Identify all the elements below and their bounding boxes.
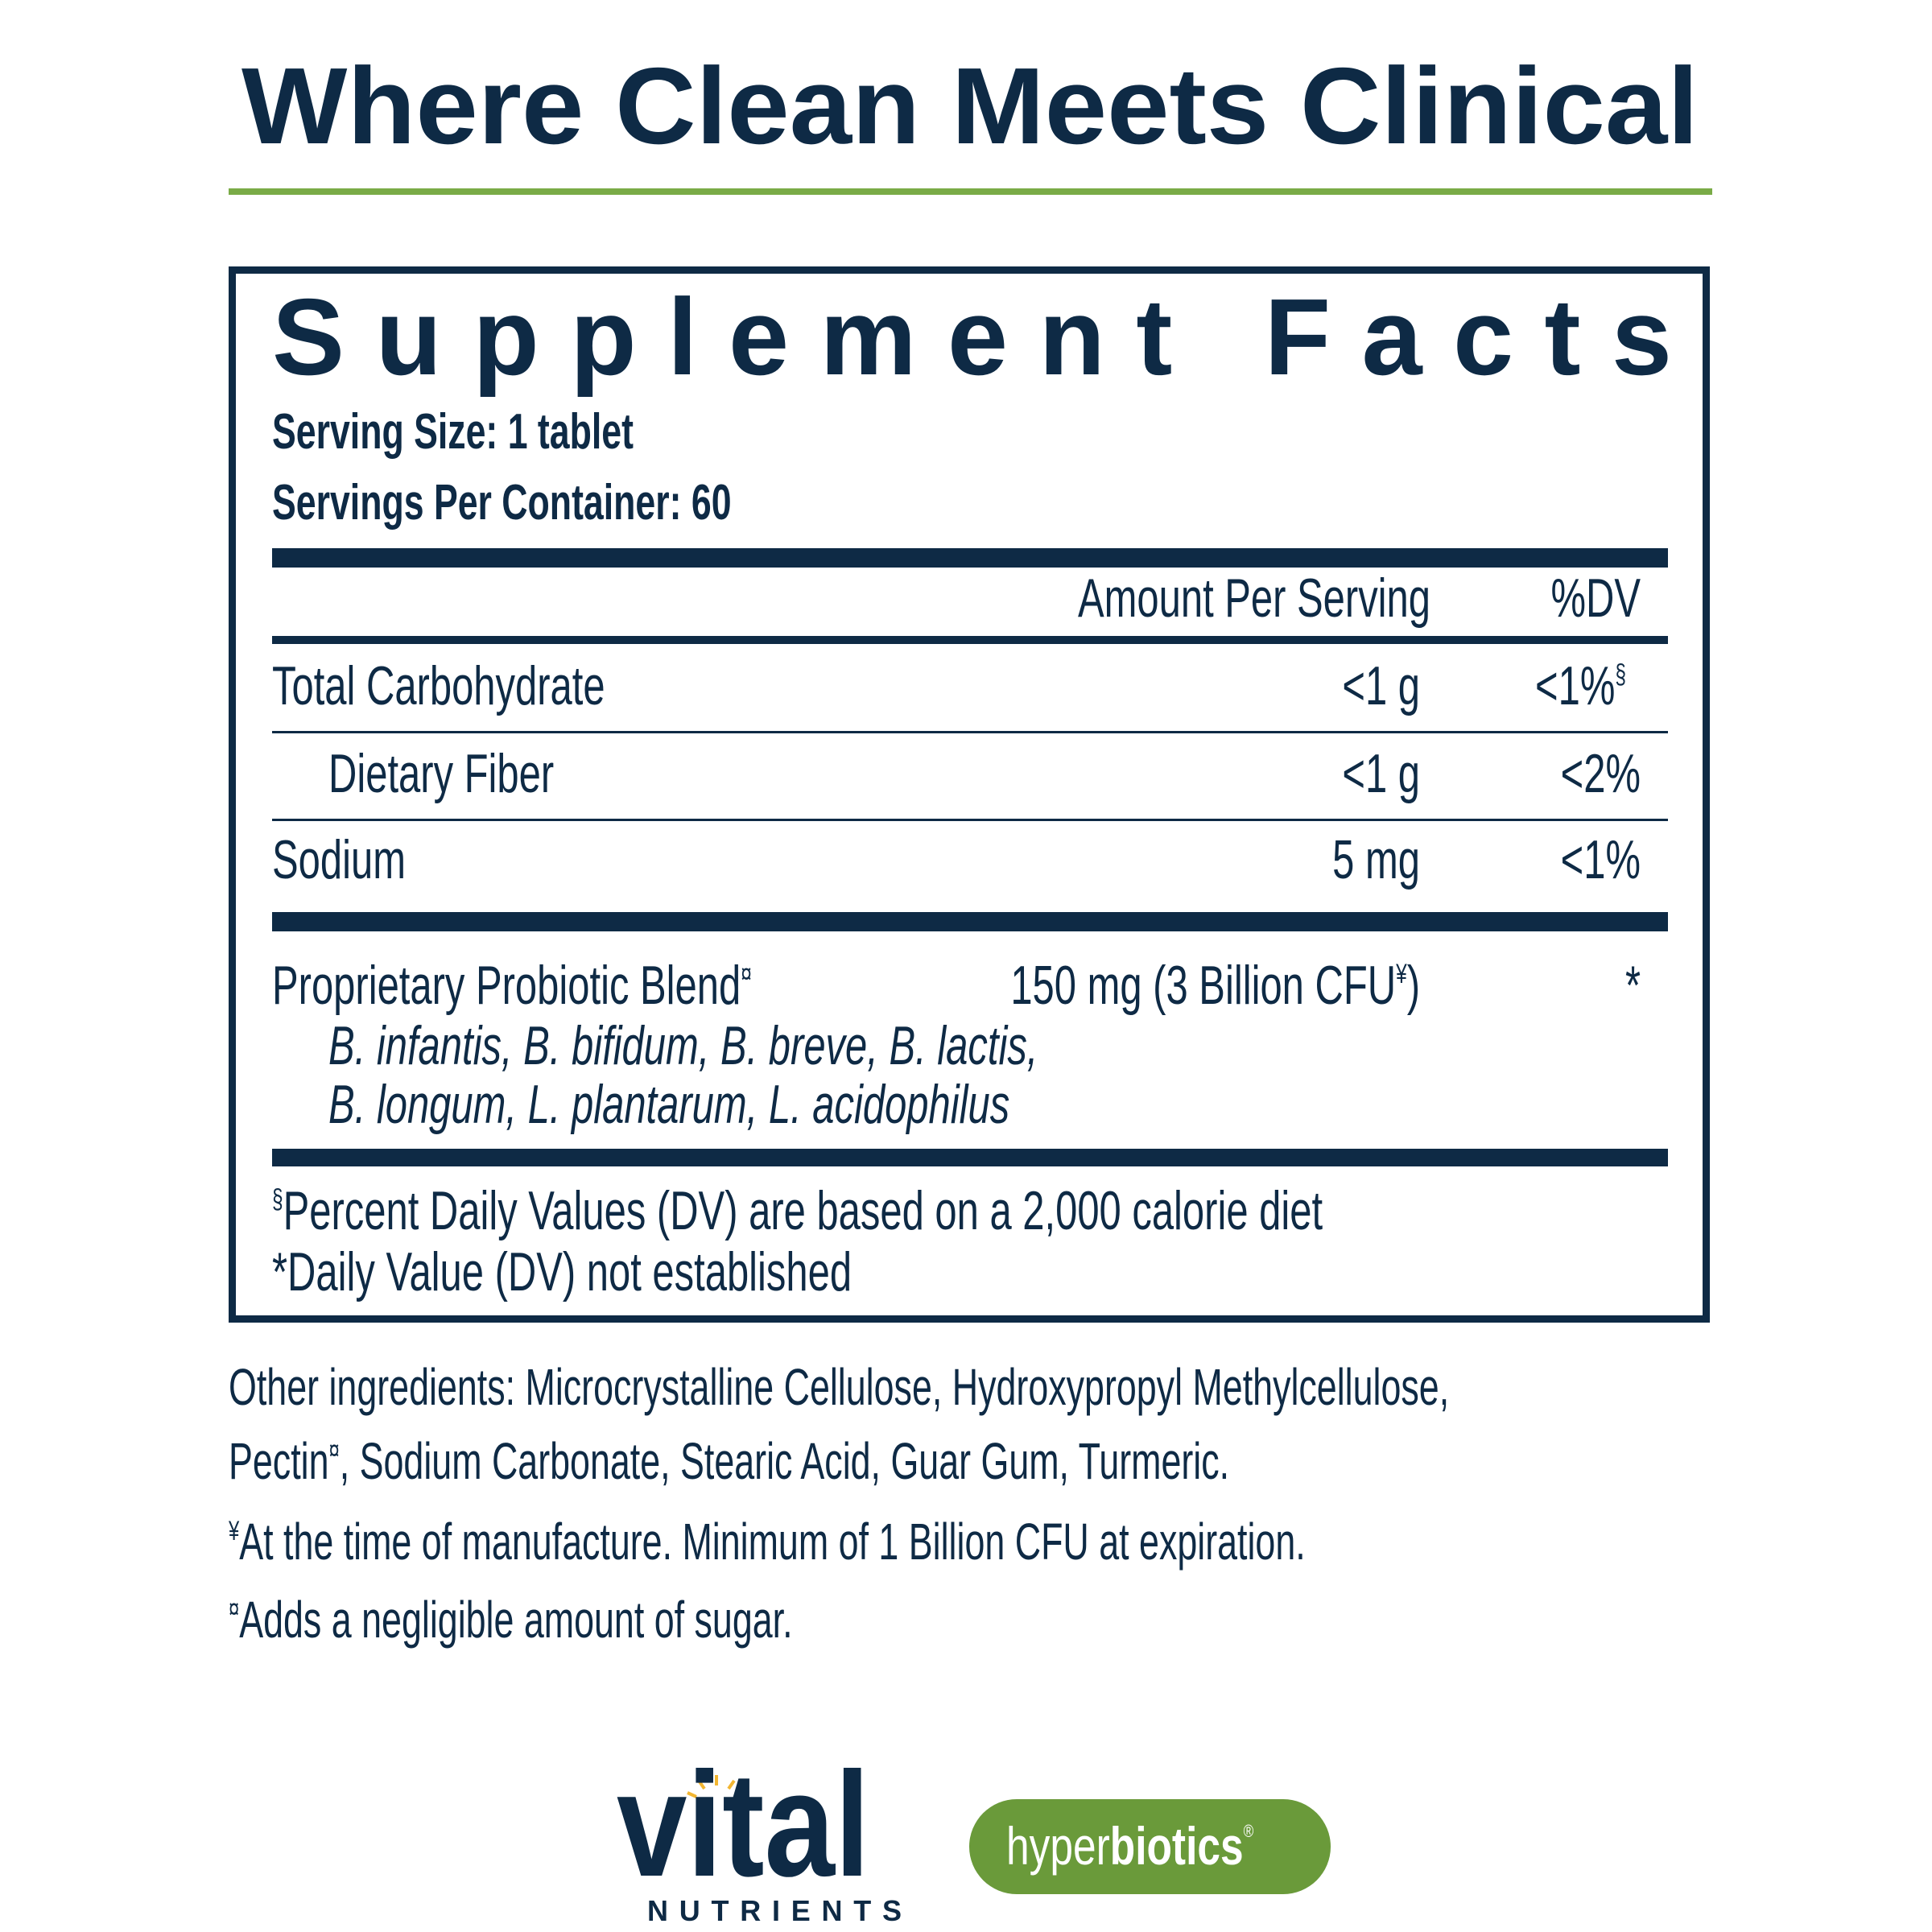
blend-amount-mark: ¥: [1395, 959, 1407, 989]
ingredient: Pectin: [229, 1432, 329, 1490]
thick-rule: [272, 1149, 1668, 1166]
nutrient-amount: <1 g: [1342, 742, 1420, 804]
ingredient-mark: ¤: [329, 1435, 340, 1466]
column-header: %DV: [1550, 567, 1641, 629]
facts-box: [229, 266, 1710, 1323]
servings-per-container: Servings Per Container: 60: [272, 475, 732, 530]
nutrient-dv: <1%§: [1535, 654, 1626, 716]
blend-amount: 150 mg (3 Billion CFU¥): [1010, 954, 1420, 1016]
title-rule: [229, 188, 1712, 195]
other-ingredients: Other ingredients: Microcrystalline Cell…: [229, 1358, 1449, 1416]
nutrient-name: Total Carbohydrate: [272, 654, 605, 716]
note: ¤Adds a negligible amount of sugar.: [229, 1591, 793, 1649]
logo-pill: [969, 1799, 1331, 1894]
nutrient-dv: <2%: [1561, 742, 1641, 804]
thick-rule: [272, 548, 1668, 568]
footnote-mark: §: [272, 1184, 283, 1215]
blend-amount-text: 150 mg (3 Billion CFU: [1010, 954, 1396, 1016]
blend-name-mark: ¤: [741, 959, 752, 989]
note: ¥At the time of manufacture. Minimum of …: [228, 1513, 1306, 1571]
blend-dv: *: [1625, 954, 1641, 1016]
nutrient-dv: <1%: [1561, 828, 1641, 890]
vital-wordmark: vital: [617, 1742, 870, 1908]
blend-amount-end: ): [1407, 954, 1420, 1016]
vital-logo: vital NUTRIENTS: [617, 1742, 902, 1927]
blend-strains: B. infantis, B. bifidum, B. breve, B. la…: [328, 1014, 1038, 1076]
logo-biotics: biotics: [1110, 1816, 1244, 1876]
thin-rule: [272, 819, 1668, 821]
thick-rule: [272, 912, 1668, 931]
facts-title: Supplement Facts: [272, 276, 1672, 398]
nutrient-amount: <1 g: [1342, 654, 1420, 716]
note-text: Adds a negligible amount of sugar.: [239, 1591, 792, 1649]
thin-rule: [272, 731, 1668, 733]
blend-name-text: Proprietary Probiotic Blend: [272, 954, 741, 1016]
footnote-text: Percent Daily Values (DV) are based on a…: [283, 1179, 1323, 1241]
blend-strains: B. longum, L. plantarum, L. acidophilus: [328, 1073, 1009, 1135]
sun-rays: [687, 1775, 746, 1798]
dv-value: <1%: [1535, 654, 1615, 716]
other-ingredients: Pectin¤, Sodium Carbonate, Stearic Acid,…: [229, 1432, 1229, 1490]
page-title: Where Clean Meets Clinical: [242, 45, 1699, 167]
column-header: Amount Per Serving: [1078, 567, 1430, 629]
dv-mark: §: [1615, 659, 1626, 690]
note-text: At the time of manufacture. Minimum of 1…: [239, 1513, 1305, 1571]
serving-size: Serving Size: 1 tablet: [272, 404, 634, 460]
nutrient-amount: 5 mg: [1332, 828, 1420, 890]
footnote: *Daily Value (DV) not established: [272, 1241, 852, 1302]
ingredient: , Sodium Carbonate, Stearic Acid, Guar G…: [340, 1432, 1229, 1490]
logo-text: hyperbiotics®: [1006, 1816, 1254, 1876]
nutrients-wordmark: NUTRIENTS: [647, 1894, 902, 1927]
footnote: §Percent Daily Values (DV) are based on …: [272, 1179, 1323, 1241]
nutrient-name: Sodium: [272, 828, 406, 890]
note-mark: ¥: [228, 1516, 240, 1546]
note-mark: ¤: [229, 1594, 239, 1624]
medium-rule: [272, 636, 1668, 644]
blend-name: Proprietary Probiotic Blend¤: [272, 954, 752, 1016]
hyperbiotics-logo: hyperbiotics®: [969, 1799, 1331, 1894]
nutrient-name: Dietary Fiber: [328, 742, 554, 804]
logo-hyper: hyper: [1006, 1816, 1110, 1876]
logo-registered: ®: [1244, 1822, 1254, 1842]
